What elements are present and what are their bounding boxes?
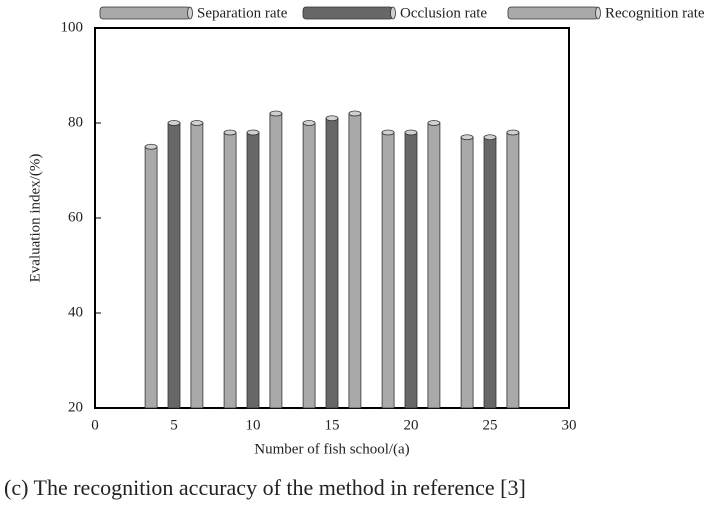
bar-top (506, 129, 520, 136)
bar-top (223, 129, 237, 136)
bar-top (325, 115, 339, 122)
x-tick-label: 0 (91, 417, 99, 433)
bar (269, 110, 283, 409)
bar-body (325, 117, 339, 409)
bar-body (269, 113, 283, 409)
bar (325, 115, 339, 409)
y-axis-label: Evaluation index/(%) (27, 154, 43, 283)
bar-top (144, 143, 158, 150)
caption: (c) The recognition accuracy of the meth… (4, 475, 526, 500)
bar (246, 129, 260, 409)
bar-body (506, 132, 520, 409)
bar-body (223, 132, 237, 409)
bar-body (246, 132, 260, 409)
bar (302, 120, 316, 409)
x-tick-label: 15 (325, 417, 340, 433)
legend-swatch (507, 6, 599, 20)
bar (167, 120, 181, 409)
bar-top (460, 134, 474, 141)
bar (381, 129, 395, 409)
bar (223, 129, 237, 409)
legend-swatch-end (390, 6, 396, 20)
bar-body (302, 122, 316, 409)
x-tick-label: 30 (562, 417, 577, 433)
bar (190, 120, 204, 409)
bar-top (190, 120, 204, 126)
bar-body (167, 122, 181, 409)
bar-body (190, 122, 204, 409)
bar-body (483, 136, 497, 409)
bar-top (302, 120, 316, 126)
bar-top (381, 129, 395, 136)
bar (460, 134, 474, 409)
bar (427, 120, 441, 409)
legend-label: Recognition rate (605, 5, 705, 21)
y-tick-label: 60 (68, 209, 83, 225)
bar-body (348, 113, 362, 409)
bar (404, 129, 418, 409)
y-tick-label: 20 (68, 399, 83, 415)
x-axis-label: Number of fish school/(a) (254, 441, 409, 457)
legend-swatch (99, 6, 191, 20)
bar-body (144, 146, 158, 409)
y-tick-label: 100 (61, 19, 84, 35)
y-tick-label: 80 (68, 114, 83, 130)
legend-label: Occlusion rate (400, 5, 487, 21)
bar-body (381, 132, 395, 409)
bar-top (167, 120, 181, 126)
x-tick-label: 20 (404, 417, 419, 433)
legend-swatch-end (187, 6, 193, 20)
bar-top (348, 110, 362, 117)
x-tick-label: 5 (170, 417, 178, 433)
bar-body (460, 136, 474, 409)
bar (483, 134, 497, 409)
bar (506, 129, 520, 409)
legend-label: Separation rate (197, 5, 288, 21)
bar-top (427, 120, 441, 126)
bar-top (269, 110, 283, 117)
bar-body (404, 132, 418, 409)
x-tick-label: 10 (246, 417, 261, 433)
bar-top (246, 129, 260, 136)
bar-body (427, 122, 441, 409)
bar (144, 143, 158, 409)
y-tick-label: 40 (68, 304, 83, 320)
legend-swatch-end (595, 6, 601, 20)
bar-top (483, 134, 497, 141)
x-tick-label: 25 (483, 417, 498, 433)
bar-top (404, 129, 418, 136)
legend-swatch (302, 6, 394, 20)
bar (348, 110, 362, 409)
